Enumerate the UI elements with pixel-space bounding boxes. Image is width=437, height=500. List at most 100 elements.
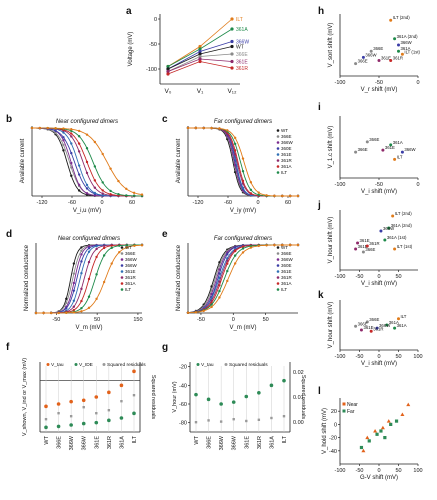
x-tick-label: 0 [416, 182, 419, 188]
y-axis-label: V_hour shift (mV) [328, 217, 334, 264]
data-point [56, 424, 61, 429]
data-point-far [394, 419, 399, 423]
legend-marker [224, 363, 228, 366]
point-label: 361A (2nd) [391, 223, 413, 228]
legend-marker [120, 282, 124, 285]
data-point [70, 166, 73, 169]
data-point [166, 67, 170, 71]
y-tick-label: -40 [329, 449, 337, 455]
data-point [62, 139, 65, 142]
data-point [95, 255, 98, 259]
y-tick-label: -80 [179, 421, 187, 427]
legend-label: ILT [281, 287, 287, 292]
y-tick-label: 0 [334, 422, 337, 428]
data-point [281, 194, 284, 198]
y-tick-label: -50 [149, 42, 157, 48]
data-point [166, 72, 170, 76]
data-point [257, 191, 260, 194]
data-point [226, 279, 229, 283]
residual-marker [82, 406, 85, 409]
legend-label: 366W [281, 257, 294, 262]
x-tick-label: 60 [285, 200, 291, 206]
data-point [186, 126, 190, 130]
data-point [233, 254, 237, 257]
data-point-near [365, 435, 370, 440]
data-point [365, 320, 369, 324]
residual-marker [194, 421, 198, 424]
data-point [102, 280, 106, 284]
data-point [365, 244, 369, 248]
data-point [77, 189, 81, 192]
x-tick-label: 150 [133, 317, 142, 323]
data-point [281, 243, 284, 247]
data-point [57, 311, 60, 315]
x-tick-label: -50 [375, 182, 383, 188]
residual-marker [95, 412, 98, 415]
data-point [30, 126, 34, 130]
data-point [241, 251, 245, 254]
data-point [42, 311, 45, 315]
data-point [210, 126, 213, 130]
data-point [81, 398, 86, 403]
x-category-label: 361R [107, 436, 113, 449]
panel-f: V_shown, V_ind or V_max (mV) Squared resi… [22, 358, 156, 451]
data-point [354, 62, 358, 66]
legend-label: 366E [281, 134, 292, 139]
legend-marker [276, 246, 280, 249]
x-category-label: 366W [69, 435, 75, 450]
data-point [102, 246, 106, 250]
legend-marker [276, 276, 280, 279]
legend-marker [120, 264, 124, 267]
data-point-far [389, 422, 393, 426]
data-point [87, 306, 91, 310]
residual-marker [232, 418, 235, 421]
data-point [110, 246, 113, 250]
data-point [233, 136, 237, 140]
data-point [186, 311, 190, 314]
legend-marker [276, 147, 280, 150]
x-tick-label: -100 [334, 80, 345, 86]
data-point [80, 260, 83, 263]
panel-h: -100 -50 0 V_r shift (mV) V_sort shift (mV) I… [328, 14, 421, 93]
residual-marker [57, 412, 60, 415]
data-point [72, 299, 76, 302]
data-point [377, 59, 381, 62]
legend-label: Near [347, 402, 358, 408]
data-point [198, 49, 202, 54]
data-point [393, 326, 397, 330]
x-axis-label: V_i shift (mV) [361, 361, 397, 367]
x-category-label: 361E [94, 436, 100, 449]
legend-marker [276, 288, 280, 291]
point-label: 361A (2nd) [397, 34, 419, 39]
data-point [393, 157, 397, 161]
panel-title: Far configured dimers [214, 119, 272, 125]
x-category-label: 366W [232, 435, 238, 450]
y-axis-label: Available current [20, 138, 26, 183]
x-tick-label: -50 [52, 317, 60, 323]
legend-label: WT [125, 245, 132, 250]
legend-marker [276, 165, 280, 168]
x-category-label: 366E [207, 436, 213, 449]
data-point [354, 324, 358, 328]
data-point-near [386, 419, 391, 423]
x-axis-label: V_m (mV) [76, 325, 103, 331]
panel-label-e: e [162, 229, 168, 240]
point-label: ILT (1st) [397, 244, 413, 249]
data-point-near [380, 425, 385, 430]
x-tick-label: -50 [356, 468, 364, 474]
series-label: ILT [236, 17, 243, 23]
data-point [110, 262, 113, 265]
y-tick-label: -20 [179, 365, 187, 371]
data-point [233, 149, 237, 152]
legend-label: Squared residuals [229, 362, 268, 368]
data-point [93, 191, 97, 195]
legend-label: 361E [125, 269, 136, 274]
legend-label: WT [281, 128, 288, 133]
data-point [87, 260, 91, 264]
y-axis-label: V_hold shift (mV) [322, 408, 328, 454]
data-point [62, 136, 65, 139]
legend-label: 361R [125, 275, 137, 280]
data-point [282, 378, 286, 383]
data-point [93, 186, 97, 189]
x-tick-label: 0 [256, 200, 259, 206]
